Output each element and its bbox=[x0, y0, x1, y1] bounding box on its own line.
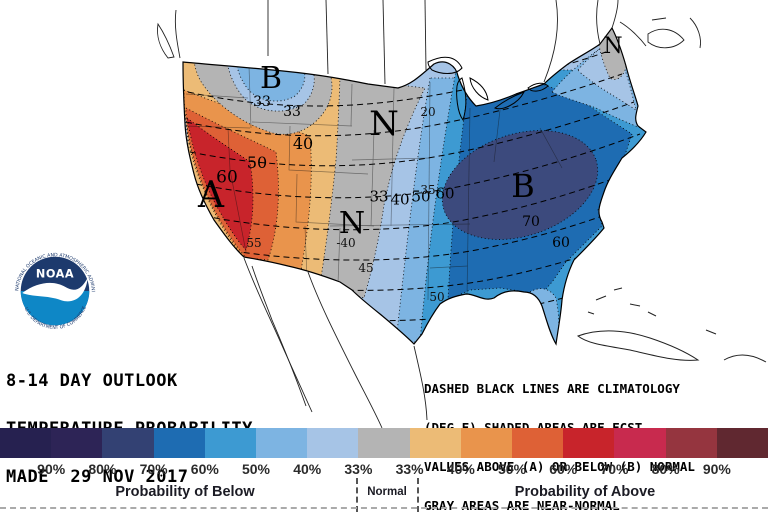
map-label-zone: N bbox=[369, 104, 399, 144]
title-line-1: 8-14 DAY OUTLOOK bbox=[6, 371, 178, 391]
legend-normal-caption: Normal bbox=[367, 486, 407, 498]
colorbar bbox=[0, 428, 768, 458]
colorbar-percent-label: 70% bbox=[139, 461, 168, 477]
colorbar-tile bbox=[256, 428, 308, 458]
note-line-1: DASHED BLACK LINES ARE CLIMATOLOGY bbox=[424, 381, 680, 396]
colorbar-tile bbox=[102, 428, 154, 458]
map-label-contour: 60 bbox=[552, 235, 570, 251]
normal-divider-right bbox=[417, 478, 419, 512]
map-label-contour: 40 bbox=[390, 190, 410, 209]
map-label-climo: 45 bbox=[358, 261, 374, 275]
colorbar-tile bbox=[153, 428, 205, 458]
colorbar-tile bbox=[665, 428, 717, 458]
map-label-contour: 40 bbox=[292, 134, 314, 153]
colorbar-tile bbox=[614, 428, 666, 458]
colorbar-tile bbox=[716, 428, 768, 458]
note-line-3: VALUES ABOVE (A) OR BELOW (B) NORMAL bbox=[424, 459, 695, 474]
title-line-3: MADE 29 NOV 2017 bbox=[6, 467, 189, 487]
map-label-zone: B bbox=[259, 61, 283, 96]
map-label-climo: 55 bbox=[246, 236, 262, 250]
map-labels: B N A B N N 33 33 40 50 60 33 40 50 60 70 60 20 35 -40 45 55 5… bbox=[198, 34, 623, 304]
colorbar-tile bbox=[51, 428, 103, 458]
map-label-climo: 20 bbox=[420, 105, 436, 119]
colorbar-tile bbox=[307, 428, 359, 458]
colorbar-percent-label: 60% bbox=[190, 461, 219, 477]
colorbar-percent-label: 33% bbox=[395, 461, 424, 477]
map-label-climo: 50 bbox=[429, 290, 445, 304]
map-label-zone: A bbox=[198, 175, 224, 216]
legend-below-caption: Probability of Below bbox=[115, 484, 255, 500]
colorbar-tile bbox=[512, 428, 564, 458]
colorbar-tile bbox=[0, 428, 52, 458]
colorbar-percent-label: 80% bbox=[651, 461, 680, 477]
colorbar-tile bbox=[409, 428, 461, 458]
colorbar-percent-label: 90% bbox=[37, 461, 66, 477]
colorbar-percent-label: 33% bbox=[344, 461, 373, 477]
colorbar-percent-label: 70% bbox=[600, 461, 629, 477]
map-label-zone: N bbox=[603, 34, 623, 59]
map-label-contour: 50 bbox=[246, 153, 268, 172]
map-label-contour: 50 bbox=[411, 187, 431, 206]
map-label-climo: 35 bbox=[420, 183, 436, 197]
colorbar-percent-label: 60% bbox=[549, 461, 578, 477]
note-line-4: GRAY AREAS ARE NEAR-NORMAL bbox=[424, 498, 620, 513]
map-label-climo: -40 bbox=[336, 236, 356, 250]
legend-bottom-dashed-line bbox=[0, 507, 768, 509]
colorbar-tile bbox=[460, 428, 513, 458]
map-label-contour: 60 bbox=[435, 184, 455, 203]
map-label-zone: B bbox=[511, 167, 535, 205]
map-label-contour: 60 bbox=[216, 167, 238, 188]
colorbar-tile bbox=[358, 428, 410, 458]
colorbar-percent-label: 40% bbox=[446, 461, 475, 477]
legend-above-caption: Probability of Above bbox=[514, 484, 656, 500]
colorbar-boundary-labels: 90% 80% 70% 60% 50% 40% 33% 33% 40% 50% 60% 70% 80% 9… bbox=[26, 461, 743, 477]
colorbar-percent-label: 50% bbox=[241, 461, 271, 477]
map-label-contour: 33 bbox=[369, 187, 389, 206]
map-label-contour: 70 bbox=[522, 214, 540, 230]
map-label-contour: 33 bbox=[253, 94, 271, 110]
colorbar-percent-label: 40% bbox=[293, 461, 322, 477]
normal-divider-left bbox=[356, 478, 358, 512]
colorbar-tile bbox=[204, 428, 257, 458]
colorbar-percent-label: 90% bbox=[702, 461, 731, 477]
map-label-contour: 33 bbox=[283, 104, 301, 120]
colorbar-percent-label: 80% bbox=[88, 461, 117, 477]
map-label-zone: N bbox=[338, 206, 366, 241]
note-block: DASHED BLACK LINES ARE CLIMATOLOGY (DEG … bbox=[424, 356, 695, 515]
colorbar-tile bbox=[563, 428, 615, 458]
colorbar-percent-label: 50% bbox=[498, 461, 527, 477]
